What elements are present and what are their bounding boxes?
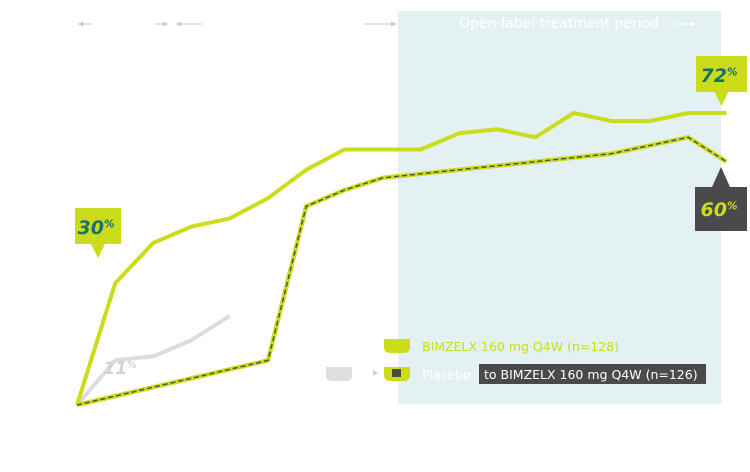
series-bimzelx-line (75, 111, 727, 406)
legend-swatch-switch-mark (392, 369, 401, 377)
legend-arrow (373, 370, 378, 376)
open-label-band: Open-label treatment period (398, 11, 721, 404)
callout-30-box (75, 208, 121, 258)
callout-11-label: 11% (103, 359, 136, 379)
legend-label-switch: to BIMZELX 160 mg Q4W (n=126) (484, 367, 698, 382)
series-placebo-switch-dash (76, 136, 727, 406)
period-label: Open-label treatment period (459, 16, 659, 32)
period-arrow-head (163, 21, 168, 27)
band-rect (398, 11, 721, 404)
callout-72-label: 72% (701, 65, 738, 87)
callout-60: 60% (695, 167, 747, 231)
legend: BIMZELX 160 mg Q4W (n=128) Placebo to BIMZ… (326, 339, 706, 384)
callout-30: 30% (75, 208, 121, 258)
legend-label-placebo: Placebo (422, 367, 471, 382)
legend-label-bimzelx: BIMZELX 160 mg Q4W (n=128) (422, 339, 619, 354)
callout-72-box (696, 56, 747, 106)
callout-30-label: 30% (78, 217, 115, 239)
period-arrows (78, 21, 695, 27)
series-lines (75, 111, 728, 408)
callouts: 30% 72% 60% 11% (75, 56, 747, 379)
legend-swatch-bimzelx (384, 339, 410, 353)
placebo-grey-line (75, 314, 231, 407)
callout-72: 72% (696, 56, 747, 106)
callout-60-box (695, 167, 747, 231)
legend-label-switch-bg (479, 364, 706, 384)
period-arrow-head (176, 21, 181, 27)
band-arrow-head (690, 21, 695, 27)
period-arrow-head (391, 21, 396, 27)
legend-swatch-placebo (326, 367, 352, 381)
callout-60-label: 60% (701, 199, 738, 221)
period-arrow-head (78, 21, 83, 27)
